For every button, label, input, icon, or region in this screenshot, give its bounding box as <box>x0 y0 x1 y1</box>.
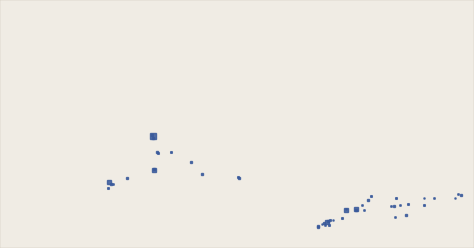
FancyBboxPatch shape <box>0 0 474 248</box>
